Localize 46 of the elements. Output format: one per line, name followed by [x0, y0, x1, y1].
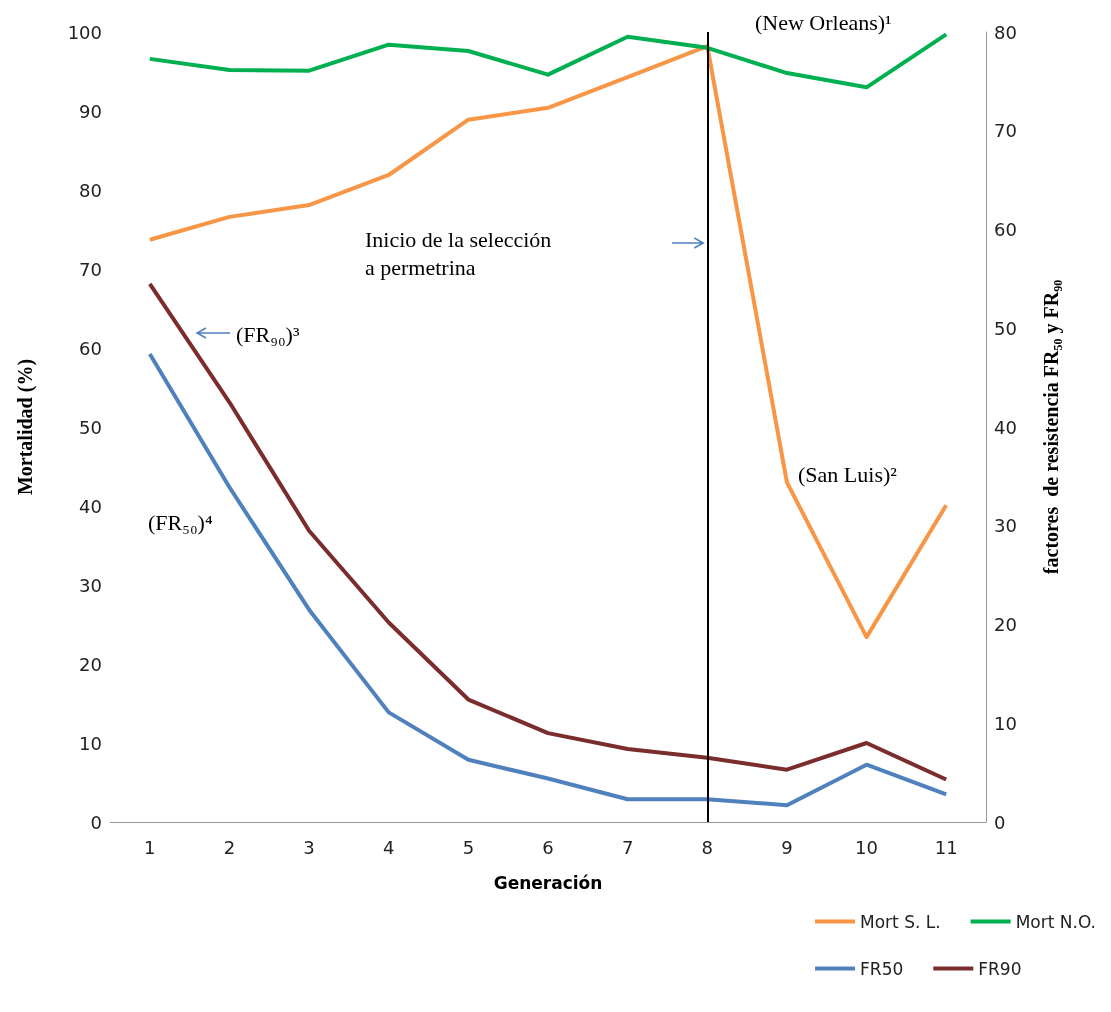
y-tick-label: 50 — [79, 416, 102, 438]
legend-label: FR90 — [978, 958, 1022, 979]
annotation: (New Orleans)¹ — [755, 9, 892, 35]
x-tick-label: 1 — [144, 836, 156, 858]
annotation: (San Luis)² — [798, 461, 898, 487]
annotation: Inicio de la selección a permetrina — [365, 226, 552, 280]
y2-tick-label: 80 — [994, 21, 1017, 43]
y-tick-label: 90 — [79, 100, 102, 122]
x-tick-label: 7 — [621, 836, 634, 858]
y2-tick-label: 50 — [994, 317, 1017, 339]
y-tick-label: 40 — [79, 495, 102, 517]
y-tick-label: 80 — [79, 179, 102, 201]
y-tick-label: 100 — [67, 21, 102, 43]
y-tick-label: 70 — [79, 258, 102, 280]
annotation: (FR₅₀)⁴ — [148, 509, 213, 535]
y-axis-title: Mortalidad (%) — [14, 358, 37, 496]
line-series — [147, 281, 949, 782]
x-tick-label: 4 — [383, 836, 395, 858]
y-tick-label: 20 — [79, 653, 102, 675]
y2-tick-label: 20 — [994, 614, 1017, 635]
x-tick-label: 8 — [701, 836, 713, 858]
legend-label: FR50 — [860, 958, 904, 979]
y-tick-label: 10 — [79, 732, 102, 754]
legend-label: Mort N.O. — [1015, 911, 1096, 932]
y2-tick-label: 40 — [994, 416, 1017, 438]
x-tick-label: 11 — [934, 836, 958, 858]
x-tick-label: 9 — [781, 836, 793, 858]
annotation: (FR₉₀)³ — [236, 321, 300, 347]
y2-axis-title: factores de resistencia FR₅₀ y FR₉₀ — [1040, 279, 1063, 575]
line-series — [147, 351, 949, 808]
y2-tick-label: 10 — [994, 712, 1017, 734]
x-tick-label: 3 — [303, 836, 315, 858]
y-tick-label: 0 — [90, 811, 102, 833]
y2-tick-label: 30 — [994, 515, 1017, 537]
y2-tick-label: 70 — [994, 120, 1017, 142]
x-tick-label: 6 — [542, 836, 554, 858]
x-tick-label: 2 — [223, 836, 236, 858]
y-tick-label: 30 — [79, 574, 102, 596]
y2-tick-label: 60 — [994, 219, 1017, 240]
y2-tick-label: 0 — [994, 811, 1006, 833]
x-axis-title: Generación — [493, 872, 603, 893]
line-series — [147, 44, 949, 640]
x-tick-label: 10 — [855, 836, 878, 858]
x-tick-label: 5 — [462, 836, 475, 858]
y-tick-label: 60 — [79, 337, 102, 359]
legend-label: Mort S. L. — [860, 911, 941, 932]
